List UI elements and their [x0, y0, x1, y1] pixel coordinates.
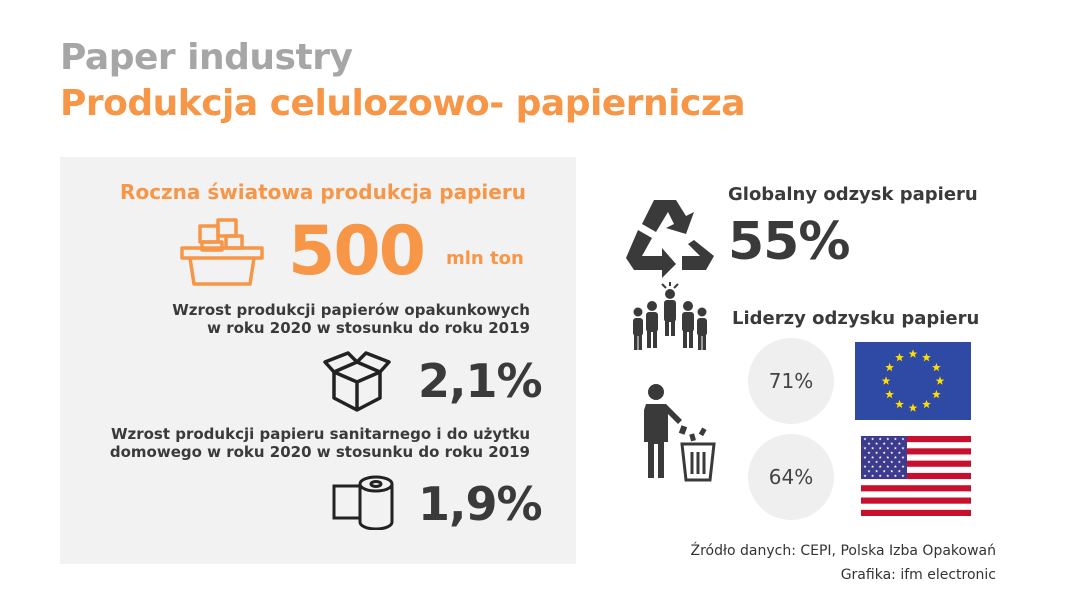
- page-title-en: Paper industry: [60, 37, 353, 78]
- us-star: [890, 460, 894, 464]
- us-stripe: [861, 509, 971, 516]
- us-star: [893, 465, 897, 468]
- person-recycling-icon: [644, 384, 716, 482]
- us-star: [871, 455, 875, 459]
- us-star: [886, 437, 890, 441]
- sanitary-growth-line2: domowego w roku 2020 w stosunku do roku …: [109, 443, 530, 461]
- us-star: [890, 469, 894, 473]
- us-star: [893, 455, 897, 459]
- eu-star: [935, 376, 945, 385]
- us-star: [882, 442, 886, 445]
- us-star: [878, 465, 882, 468]
- us-star: [882, 460, 886, 464]
- us-star: [893, 474, 897, 478]
- us-star: [878, 437, 882, 441]
- packaging-growth-line2: w roku 2020 w stosunku do roku 2019: [207, 319, 530, 337]
- us-star: [867, 442, 871, 445]
- graphic-credit: Grafika: ifm electronic: [840, 567, 996, 583]
- paper-box-icon: [180, 218, 264, 286]
- us-stripe: [861, 436, 971, 443]
- eu-star: [885, 389, 894, 399]
- us-star: [901, 455, 905, 459]
- us-star: [863, 474, 867, 478]
- toilet-paper-icon: [332, 475, 394, 530]
- us-star: [897, 469, 901, 473]
- us-stripe: [861, 460, 971, 467]
- us-star: [886, 474, 890, 478]
- us-star: [871, 465, 875, 468]
- us-star: [901, 465, 905, 468]
- recycle-icon: [626, 200, 714, 278]
- global-recovery-value: 55%: [728, 212, 850, 272]
- eu-star: [932, 362, 941, 372]
- people-group-icon: [633, 282, 707, 350]
- us-star: [867, 460, 871, 464]
- packaging-growth-value: 2,1%: [418, 354, 543, 408]
- us-star: [871, 437, 875, 441]
- us-star: [863, 465, 867, 468]
- us-stripe: [861, 472, 971, 480]
- us-star: [863, 437, 867, 441]
- us-star: [875, 460, 879, 464]
- us-star: [867, 469, 871, 473]
- us-stripe: [861, 497, 971, 504]
- us-star: [871, 474, 875, 478]
- us-star: [875, 442, 879, 445]
- eu-flag-icon: [855, 342, 971, 420]
- us-star: [901, 437, 905, 441]
- us-star: [867, 451, 871, 455]
- us-star: [863, 455, 867, 459]
- us-star: [878, 474, 882, 478]
- us-star: [897, 442, 901, 445]
- packaging-growth-line1: Wzrost produkcji papierów opakunkowych: [172, 301, 530, 319]
- eu-star: [881, 376, 891, 385]
- global-recovery-label: Globalny odzysk papieru: [728, 184, 978, 205]
- us-star: [871, 446, 875, 450]
- us-star: [893, 446, 897, 450]
- us-star: [897, 460, 901, 464]
- production-panel: [60, 157, 576, 564]
- eu-star: [922, 353, 931, 362]
- us-star: [882, 469, 886, 473]
- us-star: [878, 455, 882, 459]
- us-star: [890, 451, 894, 455]
- eu-star: [908, 403, 918, 412]
- us-star: [863, 446, 867, 450]
- eu-star: [908, 349, 918, 358]
- sanitary-growth-value: 1,9%: [418, 477, 543, 531]
- annual-production-unit: mln ton: [446, 248, 524, 269]
- us-star: [890, 442, 894, 445]
- us-star: [901, 446, 905, 450]
- us-flag-icon: [861, 436, 971, 516]
- us-star: [875, 451, 879, 455]
- eu-star: [895, 399, 904, 409]
- us-star: [886, 465, 890, 468]
- us-star: [901, 474, 905, 478]
- us-star: [897, 451, 901, 455]
- us-star: [875, 469, 879, 473]
- cardboard-box-icon: [323, 351, 391, 412]
- eu-star: [922, 399, 931, 409]
- us-stripe: [861, 448, 971, 455]
- us-star: [878, 446, 882, 450]
- leader-eu-value: 71%: [748, 338, 834, 424]
- eu-star: [932, 389, 941, 399]
- us-star: [886, 455, 890, 459]
- us-star: [886, 446, 890, 450]
- eu-star: [885, 362, 894, 372]
- leaders-label: Liderzy odzysku papieru: [732, 308, 980, 329]
- eu-star: [895, 353, 904, 362]
- annual-production-label: Roczna światowa produkcja papieru: [120, 180, 526, 204]
- us-star: [882, 451, 886, 455]
- sanitary-growth-line1: Wzrost produkcji papieru sanitarnego i d…: [110, 425, 530, 443]
- annual-production-value: 500: [288, 212, 426, 291]
- leader-us-value: 64%: [748, 434, 834, 520]
- us-star: [893, 437, 897, 441]
- us-stripe: [861, 485, 971, 492]
- data-source: Źródło danych: CEPI, Polska Izba Opakowa…: [690, 543, 996, 559]
- page-title-pl: Produkcja celulozowo- papiernicza: [60, 83, 746, 124]
